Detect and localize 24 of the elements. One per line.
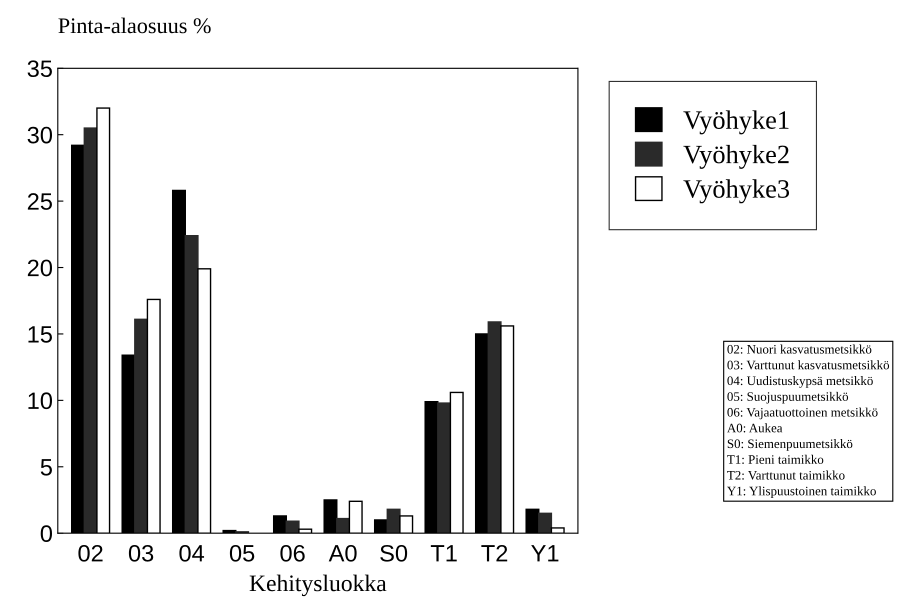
x-tick-label: T2 [481,544,508,562]
y-tick-label: 10 [28,392,52,410]
y-tick-label: 25 [28,193,52,210]
y-tick-label: 0 [40,525,52,542]
y-axis-title: Pinta-alaosuus % [58,18,211,34]
x-tick-label: Y1 [531,545,558,562]
x-tick-label: T1 [430,545,457,562]
text: 02: Nuori kasvatusmetsikkö 03: Varttunut kasvatusmetsikkö 04: Uudistuskypsä metsikkö 05: Suojuspuumetsikkö 06: Vajaatuottoinen metsikkö A0: Aukea S0: Siemenpuumetsikkö T1: Pieni taimikko T2: Varttunut taimikko Y1: Ylispuustoinen taimikko [727,344,890,498]
y-tick-label: 5 [40,459,52,476]
x-tick-label: A0 [328,544,357,562]
legend-label: Vyöhyke3 [683,179,790,204]
y-tick-label: 30 [28,126,52,144]
y-tick-label: 35 [28,60,52,78]
x-tick-label: 05 [230,544,254,562]
x-tick-label: 04 [179,544,204,562]
x-tick-label: 03 [128,544,154,562]
legend-label: Vyöhyke1 [683,110,788,134]
x-axis-title: Kehitysluokka [250,574,386,596]
x-tick-label: 02 [78,544,103,562]
y-tick-label: 20 [28,260,52,276]
legend-label: Vyöhyke2 [683,144,789,169]
x-tick-label: S0 [380,544,408,562]
y-tick-label: 15 [28,326,52,343]
x-tick-label: 06 [280,544,305,562]
